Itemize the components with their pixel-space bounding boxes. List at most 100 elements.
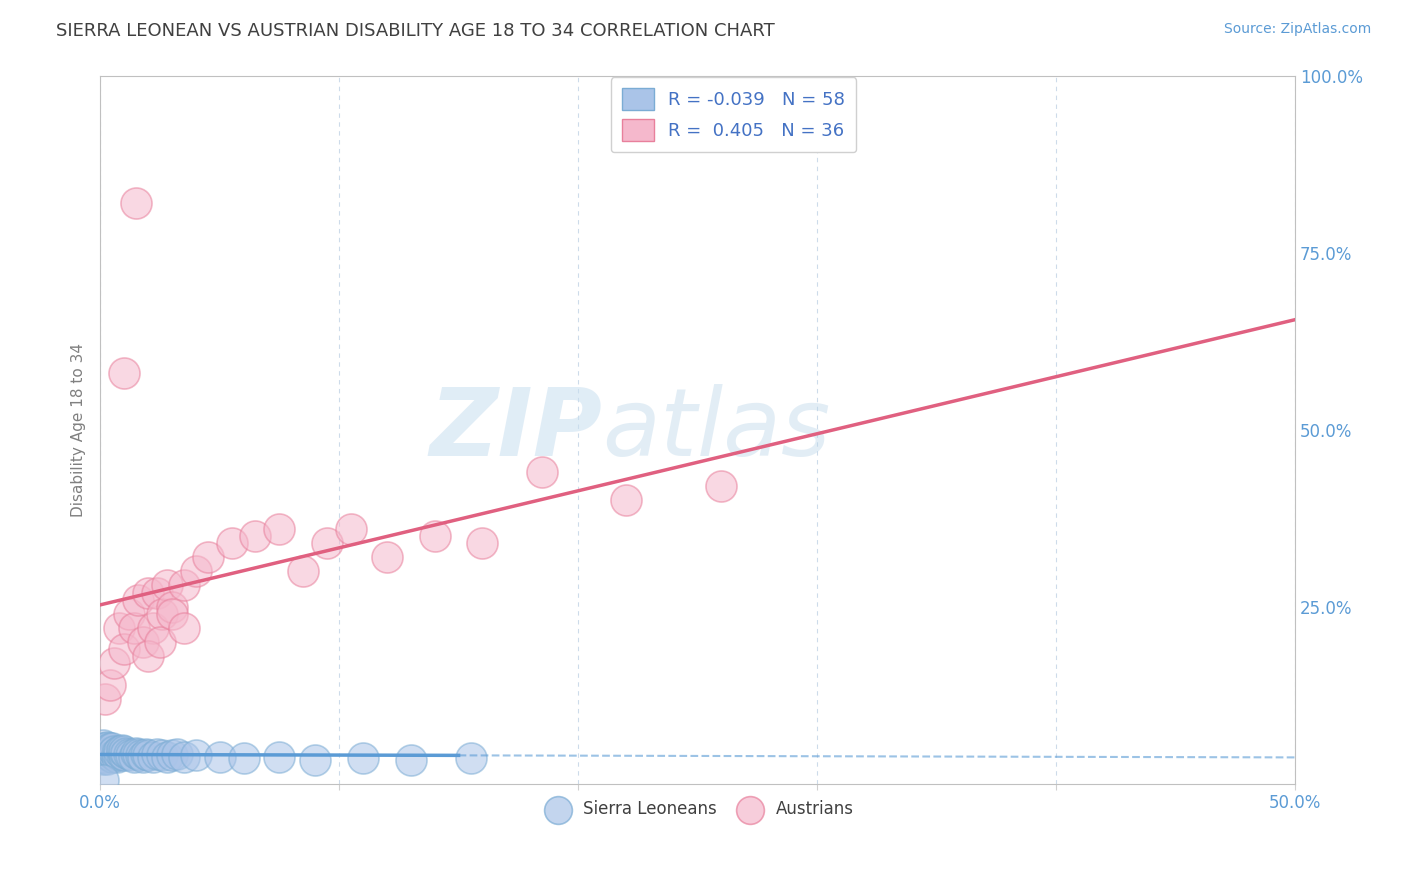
- Point: [111, 747, 134, 761]
- Point: [118, 747, 141, 761]
- Point: [160, 748, 183, 763]
- Point: [96, 747, 118, 761]
- Text: ZIP: ZIP: [429, 384, 602, 475]
- Point: [118, 607, 141, 621]
- Point: [91, 747, 114, 761]
- Point: [94, 691, 117, 706]
- Point: [94, 749, 117, 764]
- Point: [91, 752, 114, 766]
- Point: [101, 741, 124, 756]
- Text: Source: ZipAtlas.com: Source: ZipAtlas.com: [1223, 22, 1371, 37]
- Point: [142, 749, 165, 764]
- Point: [91, 745, 114, 759]
- Point: [710, 479, 733, 493]
- Legend: Sierra Leoneans, Austrians: Sierra Leoneans, Austrians: [536, 794, 860, 825]
- Point: [316, 536, 339, 550]
- Point: [221, 536, 243, 550]
- Point: [103, 748, 125, 763]
- Point: [132, 635, 155, 649]
- Point: [166, 747, 188, 761]
- Point: [101, 746, 124, 760]
- Point: [460, 751, 482, 765]
- Point: [160, 607, 183, 621]
- Point: [98, 748, 121, 763]
- Point: [132, 749, 155, 764]
- Point: [156, 749, 179, 764]
- Point: [352, 751, 374, 765]
- Point: [129, 748, 152, 763]
- Point: [340, 522, 363, 536]
- Point: [103, 744, 125, 758]
- Point: [135, 747, 157, 761]
- Point: [423, 529, 446, 543]
- Point: [112, 748, 135, 763]
- Point: [304, 753, 326, 767]
- Point: [112, 642, 135, 657]
- Point: [614, 493, 637, 508]
- Point: [208, 749, 231, 764]
- Point: [122, 621, 145, 635]
- Point: [146, 747, 169, 761]
- Point: [94, 741, 117, 756]
- Point: [96, 739, 118, 754]
- Point: [115, 746, 138, 760]
- Point: [399, 753, 422, 767]
- Point: [136, 585, 159, 599]
- Text: SIERRA LEONEAN VS AUSTRIAN DISABILITY AGE 18 TO 34 CORRELATION CHART: SIERRA LEONEAN VS AUSTRIAN DISABILITY AG…: [56, 22, 775, 40]
- Point: [136, 649, 159, 664]
- Point: [91, 741, 114, 756]
- Point: [91, 748, 114, 763]
- Point: [184, 564, 207, 578]
- Point: [101, 749, 124, 764]
- Point: [142, 621, 165, 635]
- Y-axis label: Disability Age 18 to 34: Disability Age 18 to 34: [72, 343, 86, 516]
- Point: [91, 749, 114, 764]
- Point: [375, 550, 398, 565]
- Point: [108, 744, 131, 758]
- Point: [173, 621, 195, 635]
- Point: [149, 635, 172, 649]
- Point: [245, 529, 267, 543]
- Point: [184, 748, 207, 763]
- Point: [105, 749, 128, 764]
- Point: [98, 677, 121, 691]
- Point: [531, 465, 554, 479]
- Point: [108, 621, 131, 635]
- Point: [146, 585, 169, 599]
- Point: [112, 744, 135, 758]
- Point: [105, 746, 128, 760]
- Point: [292, 564, 315, 578]
- Point: [112, 366, 135, 380]
- Point: [98, 741, 121, 756]
- Point: [269, 749, 291, 764]
- Point: [94, 745, 117, 759]
- Point: [103, 657, 125, 671]
- Point: [156, 578, 179, 592]
- Point: [127, 592, 149, 607]
- Point: [232, 751, 254, 765]
- Point: [120, 748, 142, 763]
- Point: [173, 578, 195, 592]
- Point: [98, 745, 121, 759]
- Point: [94, 748, 117, 763]
- Point: [96, 752, 118, 766]
- Point: [136, 748, 159, 763]
- Point: [471, 536, 494, 550]
- Text: atlas: atlas: [602, 384, 830, 475]
- Point: [125, 196, 148, 211]
- Point: [96, 743, 118, 757]
- Point: [91, 738, 114, 752]
- Point: [160, 599, 183, 614]
- Point: [150, 607, 173, 621]
- Point: [269, 522, 291, 536]
- Point: [108, 748, 131, 763]
- Point: [91, 773, 114, 788]
- Point: [125, 746, 148, 760]
- Point: [197, 550, 219, 565]
- Point: [111, 743, 134, 757]
- Point: [173, 749, 195, 764]
- Point: [150, 748, 173, 763]
- Point: [91, 743, 114, 757]
- Point: [122, 749, 145, 764]
- Point: [127, 747, 149, 761]
